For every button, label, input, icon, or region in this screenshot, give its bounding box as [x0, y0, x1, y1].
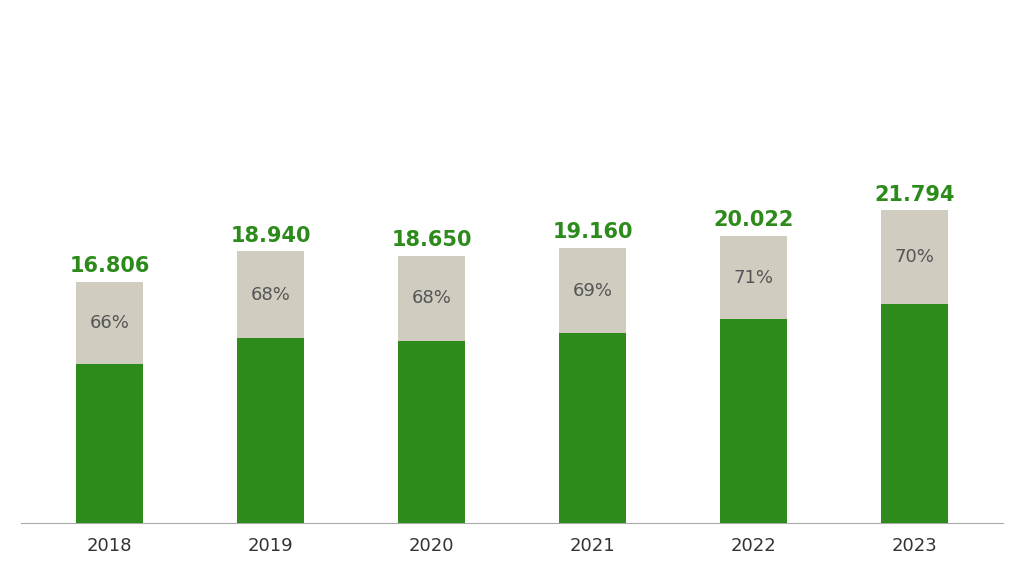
Text: 16.806: 16.806: [70, 256, 150, 276]
Text: 21.794: 21.794: [874, 185, 954, 204]
Bar: [559, 334, 627, 523]
Bar: [237, 338, 304, 523]
Bar: [720, 236, 787, 319]
Text: 66%: 66%: [89, 314, 129, 332]
Text: 69%: 69%: [572, 282, 612, 300]
Bar: [559, 248, 627, 334]
Bar: [720, 319, 787, 523]
Bar: [397, 341, 465, 523]
Text: 71%: 71%: [733, 268, 773, 286]
Text: 18.650: 18.650: [391, 230, 472, 250]
Text: 18.940: 18.940: [230, 226, 310, 245]
Bar: [76, 282, 143, 364]
Text: 68%: 68%: [412, 289, 452, 308]
Bar: [237, 251, 304, 338]
Bar: [881, 210, 948, 304]
Bar: [397, 256, 465, 341]
Text: 20.022: 20.022: [714, 210, 794, 230]
Bar: [881, 304, 948, 523]
Text: 68%: 68%: [251, 286, 291, 304]
Bar: [76, 364, 143, 523]
Text: 19.160: 19.160: [552, 222, 633, 242]
Text: 70%: 70%: [895, 248, 935, 266]
